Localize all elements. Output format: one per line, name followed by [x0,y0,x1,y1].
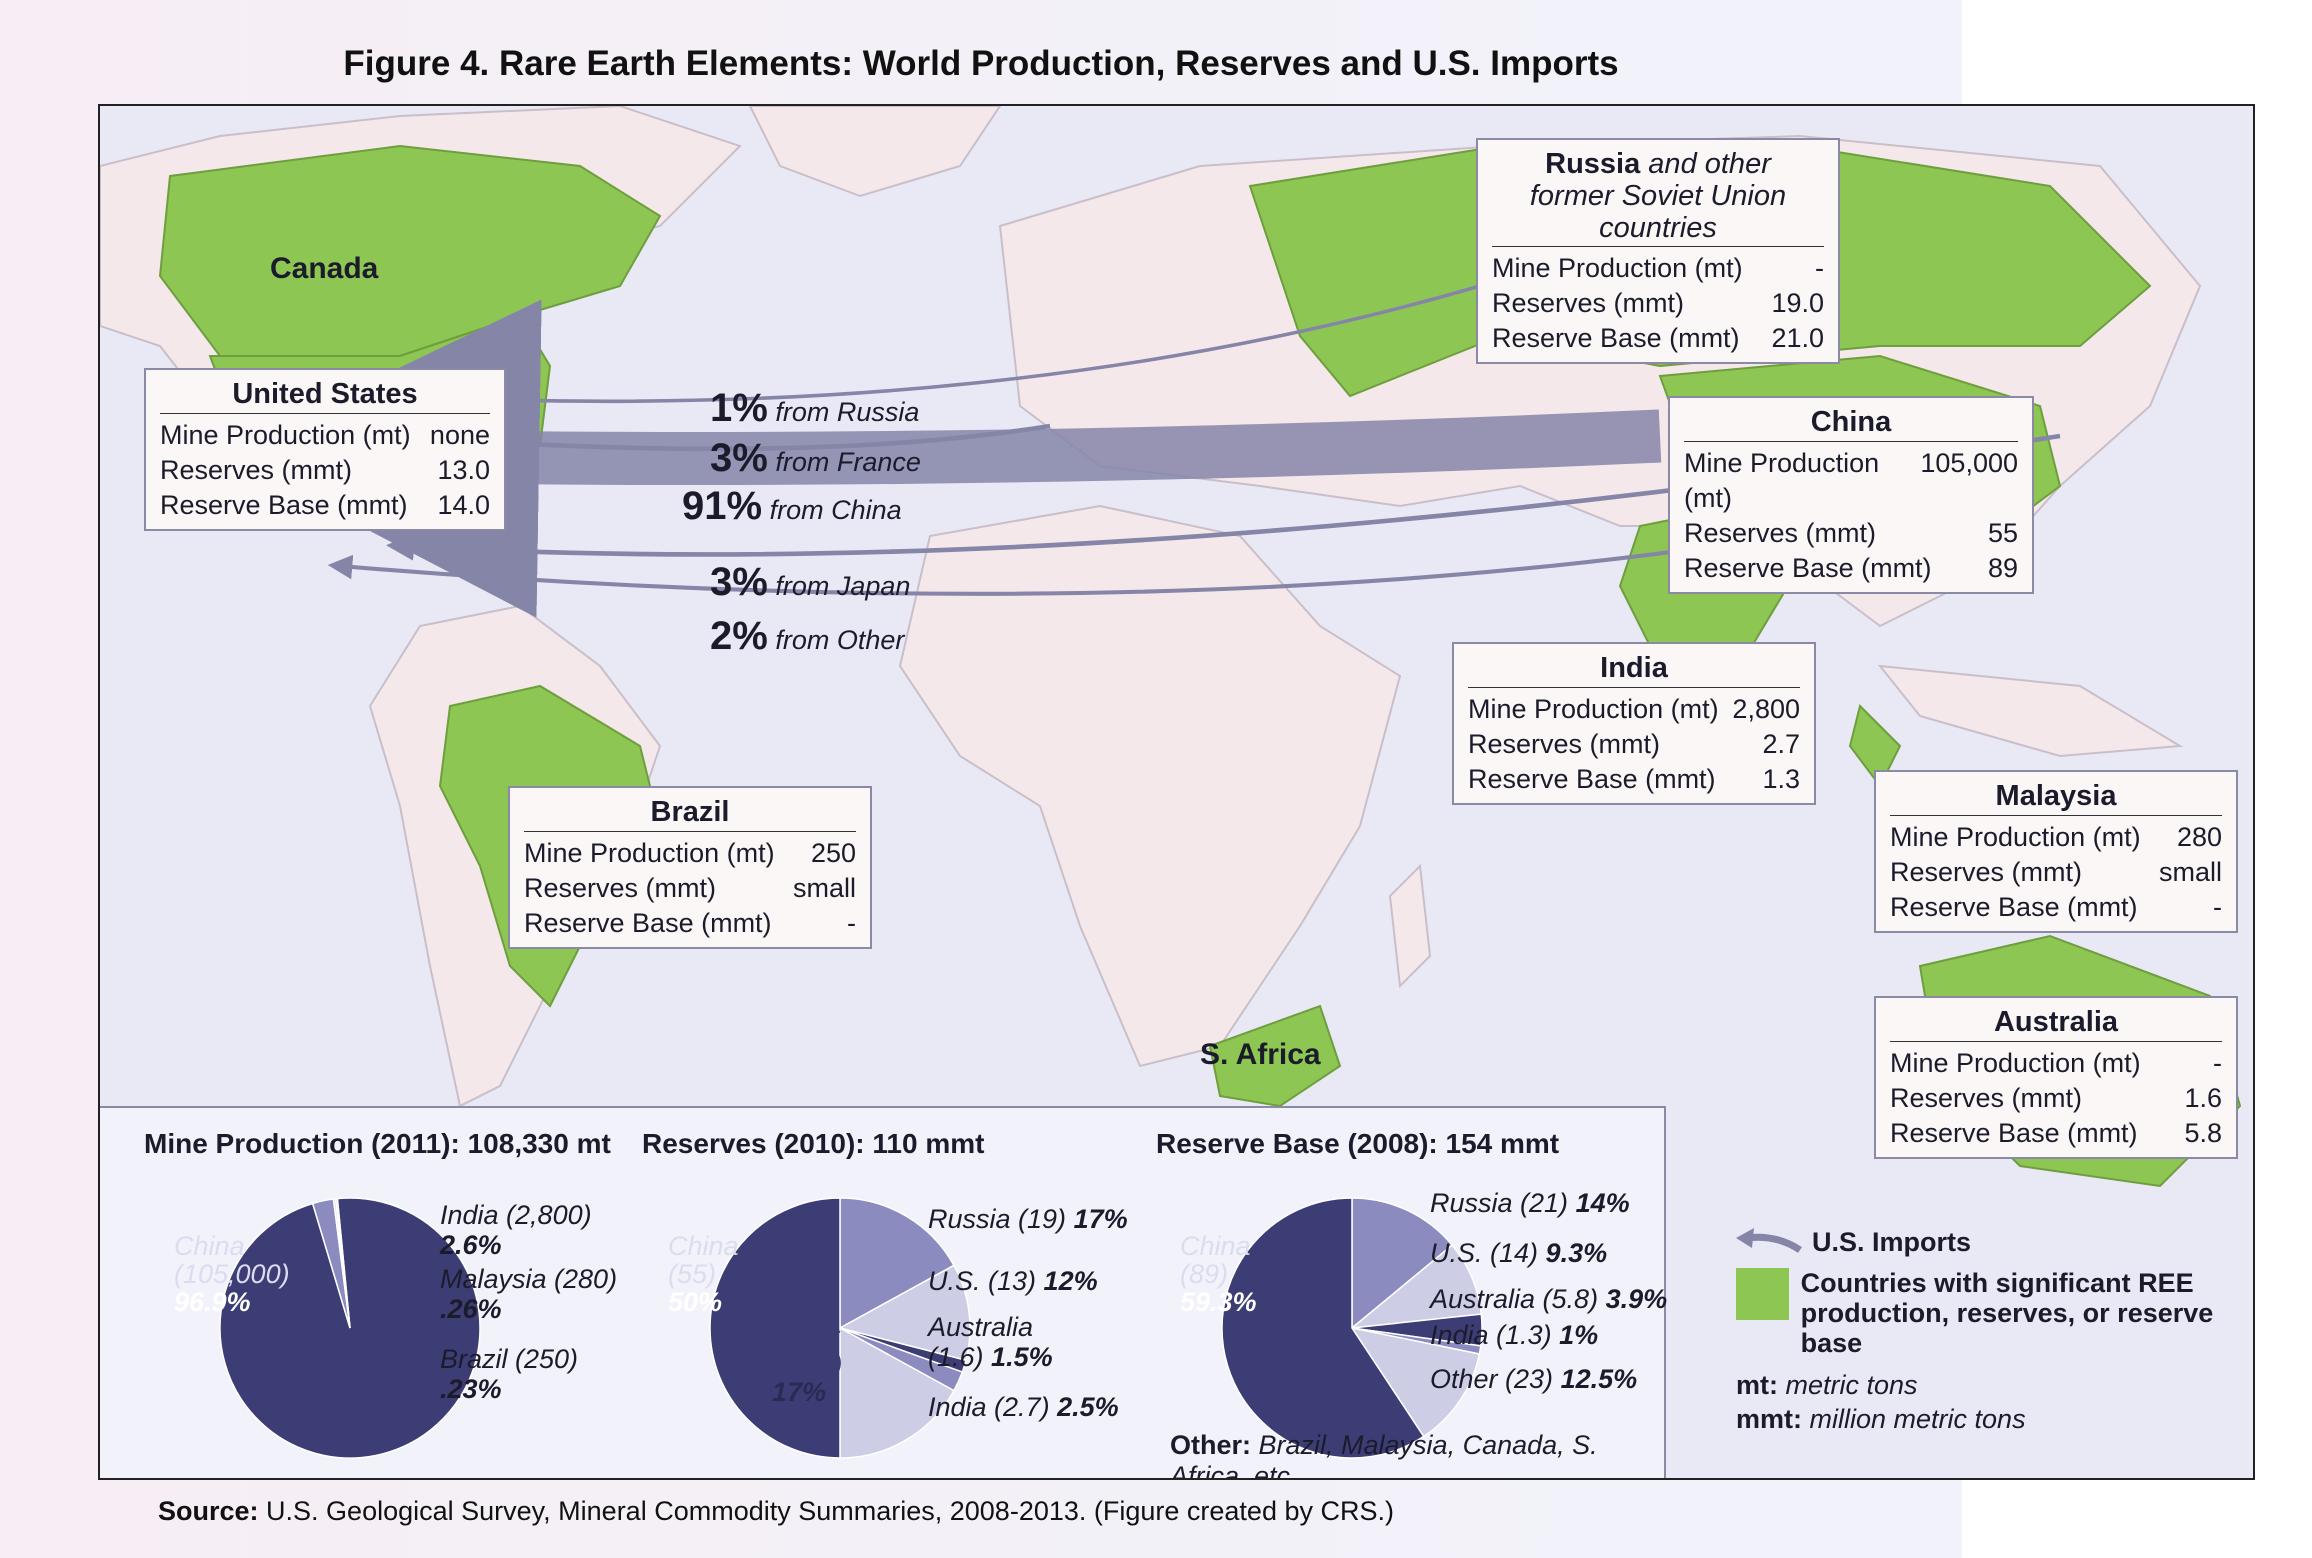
label-south-africa: S. Africa [1200,1038,1321,1071]
box-row: Reserve Base (mmt) 1.3 [1468,764,1800,794]
import-label-other: 2% from Other [710,614,905,658]
box-title: United States [160,378,490,414]
pie-slice-china [1221,1197,1425,1459]
pie-slice-russia [1351,1197,1454,1330]
pie3-label-russia: Russia (21) 14% [1430,1188,1630,1218]
pie3-china-label: China (89) 59.3% [1180,1231,1257,1317]
pie3-label-other: Other (23) 12.5% [1430,1364,1638,1394]
figure-title: Figure 4. Rare Earth Elements: World Pro… [343,44,1619,83]
pie1-china-label: China (105,000) 96.9% [174,1231,290,1317]
pie2-label-russia: Russia (19) 17% [928,1204,1128,1234]
import-arrow [220,299,1662,618]
madagascar-land [1388,863,1432,989]
indonesia-land [1877,664,2184,758]
legend-countries: Countries with significant REE production… [1736,1268,2253,1358]
box-row: Mine Production (mt) 2,800 [1468,694,1800,724]
box-title: Malaysia [1890,780,2222,816]
pie-slice-brazil [334,1197,351,1329]
box-row: Reserves (mmt) small [524,873,856,903]
green-swatch [1736,1268,1789,1320]
box-row: Reserve Base (mmt) - [524,908,856,938]
greenland-land [748,106,1002,198]
box-australia: Australia Mine Production (mt) - Reserves… [1874,996,2238,1159]
south-africa-region [1208,1004,1342,1108]
canada-region [158,144,662,357]
legend-imports: U.S. Imports [1736,1224,2253,1260]
box-row: Mine Production (mt) - [1890,1048,2222,1078]
box-china: China Mine Production (mt) 105,000 Reserv… [1668,396,2034,594]
box-title: Australia [1890,1006,2222,1042]
pie-slice-other [1350,1326,1481,1438]
pie-slice-china [709,1197,841,1459]
box-russia: Russia and other former Soviet Union coun… [1476,138,1840,364]
pie-chart-panel: Mine Production (2011): 108,330 mt Reser… [100,1106,1668,1480]
box-brazil: Brazil Mine Production (mt) 250 Reserves … [508,786,872,949]
map-figure: Canada S. Africa United States Mine Prod… [98,104,2255,1480]
box-row: Reserve Base (mmt) 14.0 [160,490,490,520]
box-row: Reserve Base (mmt) 21.0 [1492,323,1824,353]
import-label-russia: 1% from Russia [710,386,920,430]
box-row: Mine Production (mt) 250 [524,838,856,868]
import-label-china: 91% from China [682,484,902,528]
pie2-label-australia: Australia (1.6) 1.5% [928,1312,1053,1372]
box-row: Reserves (mmt) 1.6 [1890,1083,2222,1113]
pie-title-reserve-base: Reserve Base (2008): 154 mmt [1156,1128,1560,1159]
pie-slice-us [837,1264,971,1362]
box-row: Reserves (mmt) 19.0 [1492,288,1824,318]
pie2-china-label: China (55) 50% [668,1231,739,1317]
box-row: Reserve Base (mmt) 89 [1684,553,2018,583]
pie1-label-india: India (2,800) 2.6% [440,1200,592,1260]
other-note: Other: Brazil, Malaysia, Canada, S. Afri… [1170,1430,1598,1480]
source-note: Source: U.S. Geological Survey, Mineral … [158,1496,1394,1526]
pie-title-production: Mine Production (2011): 108,330 mt [144,1128,611,1159]
label-canada: Canada [270,252,379,285]
box-row: Reserve Base (mmt) 5.8 [1890,1118,2222,1148]
pie2-other-label: Other (18.7) 17% [772,1321,843,1407]
pie-slice-russia [839,1197,955,1330]
box-row: Reserves (mmt) 55 [1684,518,2018,548]
pie1-label-malaysia: Malaysia (280) .26% [440,1264,618,1324]
box-row: Reserves (mmt) small [1890,857,2222,887]
import-label-france: 3% from France [710,436,921,480]
pie1-label-brazil: Brazil (250) .23% [440,1344,579,1404]
pie2-label-india: India (2.7) 2.5% [928,1392,1119,1422]
pie3-label-australia: Australia (5.8) 3.9% [1430,1284,1668,1314]
box-united-states: United States Mine Production (mt) none R… [144,368,506,531]
box-title: China [1684,406,2018,442]
africa-land [898,504,1402,1068]
import-arrow-icon [1736,1228,1802,1253]
pie3-label-us: U.S. (14) 9.3% [1430,1238,1608,1268]
box-india: India Mine Production (mt) 2,800 Reserves… [1452,642,1816,805]
legend-units: mt: metric tons mmt: million metric tons [1736,1370,2026,1434]
legend: U.S. Imports Countries with significant … [1736,1224,2253,1436]
box-malaysia: Malaysia Mine Production (mt) 280 Reserve… [1874,770,2238,933]
box-title: Brazil [524,796,856,832]
box-row: Reserves (mmt) 13.0 [160,455,490,485]
box-title: Russia and other former Soviet Union coun… [1492,148,1824,247]
import-label-japan: 3% from Japan [710,560,911,604]
pie-slice-other [839,1326,955,1459]
pie-title-reserves: Reserves (2010): 110 mmt [642,1128,985,1159]
pie3-label-india: India (1.3) 1% [1430,1320,1599,1350]
pie-charts [219,1197,1483,1459]
pie2-label-us: U.S. (13) 12% [928,1266,1098,1296]
box-row: Mine Production (mt) 280 [1890,822,2222,852]
box-row: Mine Production (mt) 105,000 [1684,448,2018,513]
box-row: Reserve Base (mmt) - [1890,892,2222,922]
box-row: Mine Production (mt) none [160,420,490,450]
import-arrow [389,284,1481,408]
box-title: India [1468,652,1800,688]
box-row: Reserves (mmt) 2.7 [1468,729,1800,759]
box-row: Mine Production (mt) - [1492,253,1824,283]
